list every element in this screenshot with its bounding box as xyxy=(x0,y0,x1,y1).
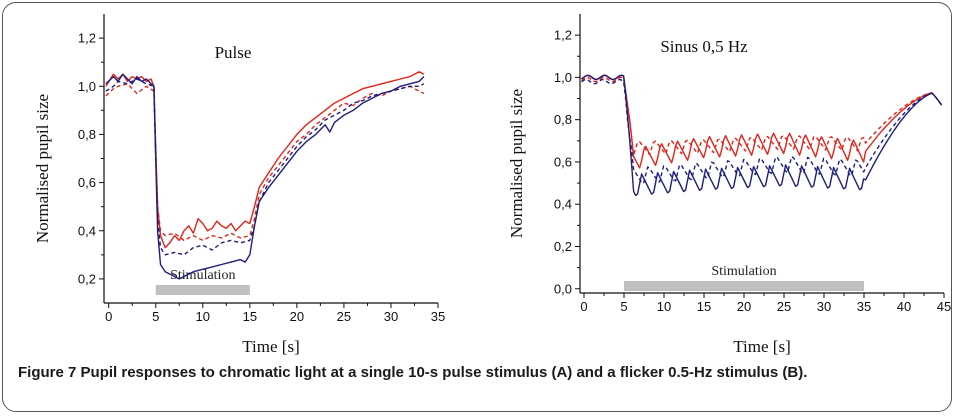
y-tick-label: 1,2 xyxy=(554,28,572,43)
x-axis-label: Time [s] xyxy=(242,337,299,356)
chart-title: Pulse xyxy=(215,43,252,62)
x-tick-label: 0 xyxy=(580,299,587,314)
series-line-3 xyxy=(105,78,425,256)
x-tick-label: 10 xyxy=(196,309,210,324)
y-tick-label: 0,2 xyxy=(78,271,96,286)
y-tick-label: 1,0 xyxy=(78,79,96,94)
y-tick-label: 0,6 xyxy=(554,154,572,169)
stimulation-label: Stimulation xyxy=(170,268,235,283)
x-tick-label: 15 xyxy=(697,299,711,314)
x-tick-label: 5 xyxy=(152,309,159,324)
y-tick-label: 0,8 xyxy=(554,112,572,127)
x-axis-label: Time [s] xyxy=(733,337,790,356)
x-tick-label: 20 xyxy=(290,309,304,324)
y-tick-label: 0,4 xyxy=(554,197,572,212)
series-line-4 xyxy=(105,73,425,280)
caption-text: Pupil responses to chromatic light at a … xyxy=(80,364,808,381)
y-tick-label: 0,4 xyxy=(78,223,96,238)
y-tick-label: 1,0 xyxy=(554,70,572,85)
series-line-4 xyxy=(581,74,943,197)
chart-title: Sinus 0,5 Hz xyxy=(660,37,748,56)
chart-sinus: Stimulation 0 5 10 15 20 25 30 35 40 45 0,0 0,2 0,4 0,… xyxy=(507,14,951,356)
x-tick-label: 30 xyxy=(384,309,398,324)
y-tick-label: 0,6 xyxy=(78,175,96,190)
y-axis-label: Normalised pupil size xyxy=(33,94,52,243)
x-tick-label: 35 xyxy=(431,309,445,324)
series-line-2 xyxy=(581,76,943,156)
series-line-3 xyxy=(581,78,943,184)
series-line-1 xyxy=(581,74,943,169)
x-tick-label: 15 xyxy=(243,309,257,324)
y-tick-label: 0,0 xyxy=(554,281,572,296)
x-tick-label: 25 xyxy=(337,309,351,324)
figure-frame xyxy=(2,2,952,412)
x-tick-label: 30 xyxy=(817,299,831,314)
y-tick-label: 0,8 xyxy=(78,127,96,142)
figure-charts: Stimulation 0 5 10 15 20 25 30 35 0,2 0,4 0,6 0,8 1,0… xyxy=(33,14,951,356)
x-tick-label: 20 xyxy=(737,299,751,314)
chart-pulse: Stimulation 0 5 10 15 20 25 30 35 0,2 0,4 0,6 0,8 1,0… xyxy=(33,14,445,356)
caption-label: Figure 7 xyxy=(18,364,77,381)
y-tick-label: 1,2 xyxy=(78,31,96,46)
stimulation-bar xyxy=(624,281,864,291)
series-line-1 xyxy=(105,71,425,249)
x-tick-label: 40 xyxy=(897,299,911,314)
y-tick-label: 0,2 xyxy=(554,239,572,254)
stimulation-label: Stimulation xyxy=(711,264,776,279)
x-tick-label: 0 xyxy=(105,309,112,324)
stimulation-bar xyxy=(155,285,250,295)
x-tick-label: 10 xyxy=(657,299,671,314)
series-line-2 xyxy=(105,83,425,242)
x-tick-label: 25 xyxy=(777,299,791,314)
figure-caption: Figure 7 Pupil responses to chromatic li… xyxy=(18,362,938,383)
x-tick-label: 5 xyxy=(620,299,627,314)
x-tick-label: 45 xyxy=(937,299,951,314)
x-tick-label: 35 xyxy=(857,299,871,314)
y-axis-label: Normalised pupil size xyxy=(507,89,526,238)
